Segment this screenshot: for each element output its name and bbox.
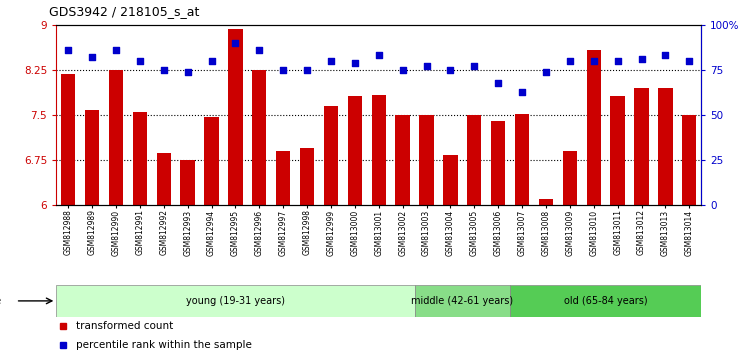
Point [349,60,361,65]
Point [516,89,528,95]
Bar [300,148,314,205]
Bar [324,106,338,205]
Point [373,53,385,58]
Bar [419,115,434,205]
Point [445,67,457,73]
Point [397,67,409,73]
Bar [467,115,482,205]
Text: young (19-31 years): young (19-31 years) [186,296,285,306]
Bar [610,96,625,205]
Bar [682,115,697,205]
Bar [634,88,649,205]
Bar [157,153,171,205]
Bar [252,70,266,205]
Point [421,63,433,69]
Point [254,47,266,53]
Bar [443,155,458,205]
Point [134,58,146,64]
Text: old (65-84 years): old (65-84 years) [564,296,647,306]
Bar [109,70,123,205]
Point [158,67,170,73]
Text: percentile rank within the sample: percentile rank within the sample [76,340,251,350]
Bar [586,50,601,205]
Bar [538,199,554,205]
Point [86,55,98,60]
Bar [658,88,673,205]
Bar [228,29,242,205]
Bar [61,74,75,205]
Bar [491,121,506,205]
Point [62,47,74,53]
Bar [204,117,219,205]
Bar [56,285,415,317]
Text: transformed count: transformed count [76,321,172,331]
Point [468,63,480,69]
Point [492,80,504,85]
Point [230,40,242,46]
Text: middle (42-61 years): middle (42-61 years) [411,296,514,306]
Bar [515,114,529,205]
Bar [133,112,147,205]
Point [301,67,313,73]
Bar [276,151,290,205]
Point [206,58,218,64]
Text: GDS3942 / 218105_s_at: GDS3942 / 218105_s_at [49,5,200,18]
Point [683,58,695,64]
Bar [562,151,577,205]
Bar [348,96,362,205]
Point [110,47,122,53]
Point [612,58,624,64]
Point [278,67,290,73]
Point [540,69,552,75]
Bar [85,110,99,205]
Point [635,56,647,62]
Point [588,58,600,64]
Bar [395,115,410,205]
Bar [510,285,701,317]
Point [325,58,337,64]
Point [564,58,576,64]
Bar [415,285,510,317]
Point [182,69,194,75]
Bar [181,160,195,205]
Text: age: age [0,296,2,306]
Point [659,53,671,58]
Bar [371,95,386,205]
